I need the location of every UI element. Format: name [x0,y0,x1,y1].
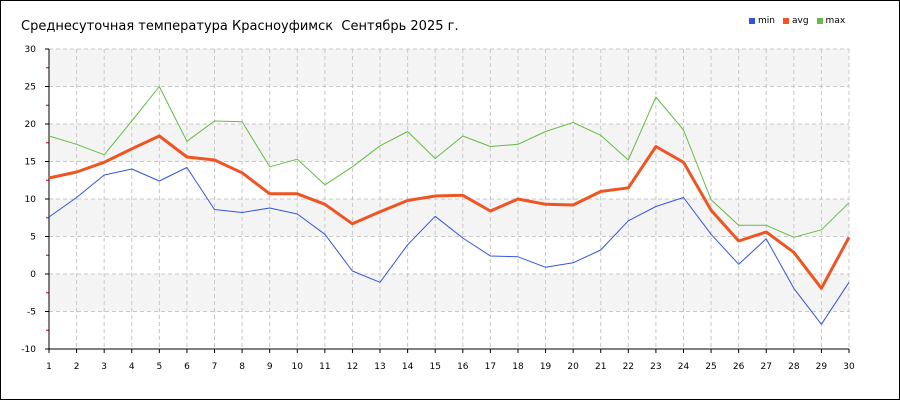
x-tick-label: 25 [705,362,716,372]
x-tick-label: 5 [156,362,162,372]
y-tick-label: 15 [25,158,36,168]
legend-label-max: max [825,16,846,26]
x-tick-label: 11 [319,362,330,372]
legend-swatch-min [749,18,755,24]
series-line-min [48,167,850,325]
y-tick-label: -5 [27,308,36,318]
legend-item-avg: avg [782,16,809,26]
x-tick-label: 12 [347,362,358,372]
x-tick-label: 6 [184,362,190,372]
x-tick-label: 20 [567,362,579,372]
x-tick-label: 18 [512,362,524,372]
series-line-avg [48,134,851,290]
x-tick-label: 2 [74,362,80,372]
x-tick-label: 28 [788,362,800,372]
x-tick-label: 10 [292,362,304,372]
plot-band [49,86,849,124]
x-tick-label: 4 [129,362,135,372]
plot-band [49,49,849,87]
x-tick-label: 15 [429,362,440,372]
x-tick-label: 21 [595,362,606,372]
x-tick-label: 17 [485,362,496,372]
x-tick-label: 29 [816,362,828,372]
x-tick-label: 22 [623,362,634,372]
chart-title: Среднесуточная температура Красноуфимск … [21,19,459,34]
x-tick-label: 27 [761,362,772,372]
plot-band [49,236,849,274]
legend: min avg max [749,16,853,26]
plot-band [49,311,849,349]
x-tick-label: 26 [733,362,745,372]
x-tick-label: 14 [402,362,414,372]
legend-label-min: min [758,16,775,26]
y-tick-label: 0 [30,270,36,280]
legend-item-max: max [816,16,846,26]
x-tick-label: 30 [843,362,855,372]
x-tick-label: 8 [239,362,245,372]
x-tick-label: 19 [540,362,552,372]
x-tick-label: 1 [46,362,52,372]
y-tick-label: 5 [30,233,36,243]
plot-band [49,274,849,312]
y-tick-label: 20 [25,120,37,130]
x-tick-label: 13 [374,362,385,372]
series-line-max [48,86,850,238]
legend-item-min: min [749,16,775,26]
x-tick-label: 16 [457,362,469,372]
y-tick-label: 30 [25,45,37,55]
legend-swatch-avg [782,18,789,24]
x-tick-label: 24 [678,362,690,372]
y-tick-label: 10 [25,195,37,205]
x-tick-label: 9 [267,362,273,372]
x-tick-label: 23 [650,362,661,372]
legend-swatch-max [816,18,823,24]
y-tick-label: 25 [25,83,36,93]
legend-label-avg: avg [791,16,809,26]
plot-band [49,199,849,237]
y-tick-label: -10 [21,345,36,355]
x-tick-label: 3 [101,362,107,372]
x-tick-label: 7 [212,362,218,372]
plot-band [49,161,849,199]
